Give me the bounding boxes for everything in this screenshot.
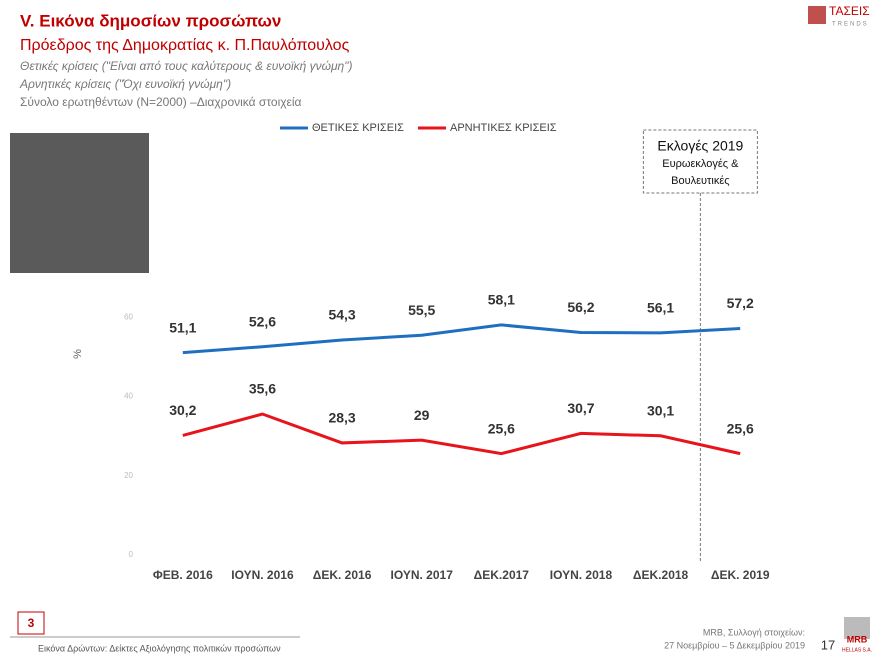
data-label: 25,6 bbox=[488, 420, 515, 436]
x-tick-label: ΙΟΥΝ. 2018 bbox=[550, 568, 613, 582]
base-note: Σύνολο ερωτηθέντων (N=2000) –Διαχρονικά … bbox=[20, 95, 302, 109]
data-label: 29 bbox=[414, 407, 430, 423]
x-tick-label: ΦΕΒ. 2016 bbox=[153, 568, 213, 582]
data-label: 58,1 bbox=[488, 292, 515, 308]
data-label: 56,2 bbox=[567, 299, 594, 315]
x-tick-label: ΙΟΥΝ. 2016 bbox=[231, 568, 294, 582]
annotation-box bbox=[642, 129, 758, 194]
annotation-text: Ευρωεκλογές & bbox=[662, 158, 739, 170]
data-label: 30,7 bbox=[567, 400, 594, 416]
brand-sub: HELLAS S.A. bbox=[842, 647, 872, 653]
data-label: 56,1 bbox=[647, 300, 674, 316]
x-tick-label: ΔΕΚ.2018 bbox=[633, 568, 689, 582]
page-box bbox=[17, 611, 45, 635]
y-tick-label: 60 bbox=[124, 313, 133, 322]
data-label: 30,1 bbox=[647, 403, 674, 419]
data-label: 57,2 bbox=[727, 295, 754, 311]
data-label: 30,2 bbox=[169, 402, 196, 418]
series-line bbox=[182, 412, 741, 456]
source: MRB, Συλλογή στοιχείων: bbox=[703, 627, 805, 637]
y-tick-label: 40 bbox=[124, 392, 133, 401]
data-label: 25,6 bbox=[727, 420, 754, 436]
series-line bbox=[182, 323, 741, 355]
y-tick-label: 0 bbox=[129, 550, 134, 559]
note: Θετικές κρίσεις ("Είναι από τους καλύτερ… bbox=[20, 59, 352, 73]
x-tick-label: ΙΟΥΝ. 2017 bbox=[391, 568, 454, 582]
legend-label: ΘΕΤΙΚΕΣ ΚΡΙΣΕΙΣ bbox=[312, 122, 404, 134]
caption: Εικόνα Δρώντων: Δείκτες Αξιολόγησης πολι… bbox=[38, 643, 281, 653]
note: Αρνητικές κρίσεις ("Όχι ευνοϊκή γνώμη") bbox=[19, 77, 231, 91]
annotation-title: Εκλογές 2019 bbox=[657, 138, 743, 154]
dates: 27 Νοεμβρίου – 5 Δεκεμβρίου 2019 bbox=[664, 640, 805, 650]
brand: MRB bbox=[847, 634, 868, 644]
logo-icon bbox=[808, 6, 826, 24]
brand-block bbox=[844, 617, 870, 639]
x-tick-label: ΔΕΚ. 2019 bbox=[711, 568, 770, 582]
data-label: 35,6 bbox=[249, 381, 276, 397]
data-label: 52,6 bbox=[249, 313, 276, 329]
data-label: 55,5 bbox=[408, 302, 435, 318]
x-tick-label: ΔΕΚ. 2016 bbox=[313, 568, 372, 582]
page-number: 17 bbox=[821, 637, 835, 652]
x-tick-label: ΔΕΚ.2017 bbox=[474, 568, 530, 582]
data-label: 54,3 bbox=[328, 307, 355, 323]
y-tick-label: 20 bbox=[124, 471, 133, 480]
title: V. Εικόνα δημοσίων προσώπων bbox=[20, 11, 281, 30]
subtitle: Πρόεδρος της Δημοκρατίας κ. Π.Παυλόπουλο… bbox=[20, 37, 350, 54]
logo-sub: TRENDS bbox=[832, 22, 869, 28]
annotation-text: Βουλευτικές bbox=[671, 175, 729, 187]
page-box-number: 3 bbox=[28, 616, 35, 630]
data-label: 28,3 bbox=[328, 410, 355, 426]
y-axis-label: % bbox=[72, 349, 84, 359]
legend-label: ΑΡΝΗΤΙΚΕΣ ΚΡΙΣΕΙΣ bbox=[450, 122, 557, 134]
data-label: 51,1 bbox=[169, 319, 196, 335]
logo-text: ΤΑΣΕΙΣ bbox=[829, 4, 870, 18]
portrait-photo bbox=[10, 133, 149, 273]
